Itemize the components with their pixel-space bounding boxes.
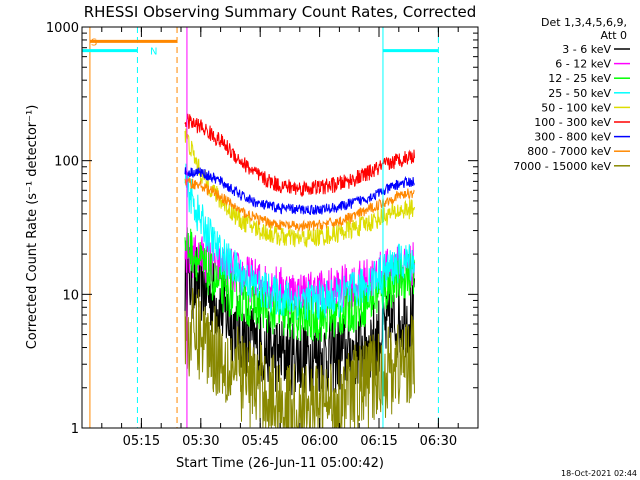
series-trace-2 — [184, 227, 415, 342]
flag-label-S: S — [91, 37, 97, 48]
x-tick-label-0600: 06:00 — [301, 434, 338, 449]
timestamp: 18-Oct-2021 02:44 — [561, 469, 637, 478]
y-tick-label-10: 10 — [62, 288, 79, 303]
flag-label-N: N — [150, 47, 157, 58]
x-tick-label-0615: 06:15 — [360, 434, 397, 449]
x-tick-label-0545: 05:45 — [241, 434, 278, 449]
y-tick-label-1: 1 — [71, 422, 79, 437]
plot-area: SN — [82, 27, 439, 428]
x-axis-label: Start Time (26-Jun-11 05:00:42) — [176, 456, 384, 471]
legend-entry-label-4: 50 - 100 keV — [541, 101, 611, 114]
y-tick-label-1000: 1000 — [46, 21, 79, 36]
x-tick-label-0515: 05:15 — [123, 434, 160, 449]
series-trace-3 — [184, 163, 415, 321]
series-trace-7 — [184, 176, 415, 233]
legend-entry-label-5: 100 - 300 keV — [534, 116, 611, 129]
legend-entry-label-6: 300 - 800 keV — [534, 131, 611, 144]
legend-header-0: Det 1,3,4,5,6,9, — [541, 16, 627, 29]
legend-header-1: Att 0 — [601, 29, 627, 42]
legend-entry-label-7: 800 - 7000 keV — [527, 145, 611, 158]
legend-entry-label-2: 12 - 25 keV — [548, 72, 611, 85]
legend-entry-label-0: 3 - 6 keV — [562, 43, 611, 56]
x-tick-label-0530: 05:30 — [182, 434, 219, 449]
legend-entry-label-8: 7000 - 15000 keV — [513, 160, 611, 173]
x-tick-label-0630: 06:30 — [420, 434, 457, 449]
legend: Det 1,3,4,5,6,9,Att 03 - 6 keV 6 - 12 keV… — [513, 16, 630, 173]
legend-entry-label-3: 25 - 50 keV — [548, 87, 611, 100]
y-axis-label-group: Corrected Count Rate (s⁻¹ detector⁻¹) — [25, 105, 40, 350]
y-tick-label-100: 100 — [54, 155, 79, 170]
axes: 1 10 100 1000 05:15 05:30 05:45 06:00 06:15 06:30 — [46, 21, 479, 449]
series-trace-8 — [184, 287, 415, 428]
chart-title: RHESSI Observing Summary Count Rates, Co… — [84, 3, 477, 21]
y-axis-label: Corrected Count Rate (s⁻¹ detector⁻¹) — [25, 105, 40, 350]
series-trace-5 — [184, 113, 415, 197]
legend-entry-label-1: 6 - 12 keV — [555, 58, 611, 71]
series-trace-6 — [184, 167, 415, 216]
